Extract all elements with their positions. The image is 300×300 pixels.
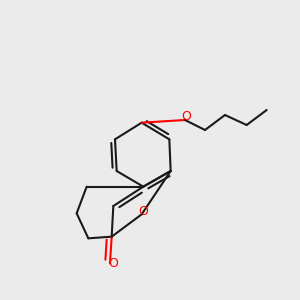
Text: O: O <box>108 257 118 270</box>
Text: O: O <box>182 110 191 124</box>
Text: O: O <box>138 205 148 218</box>
